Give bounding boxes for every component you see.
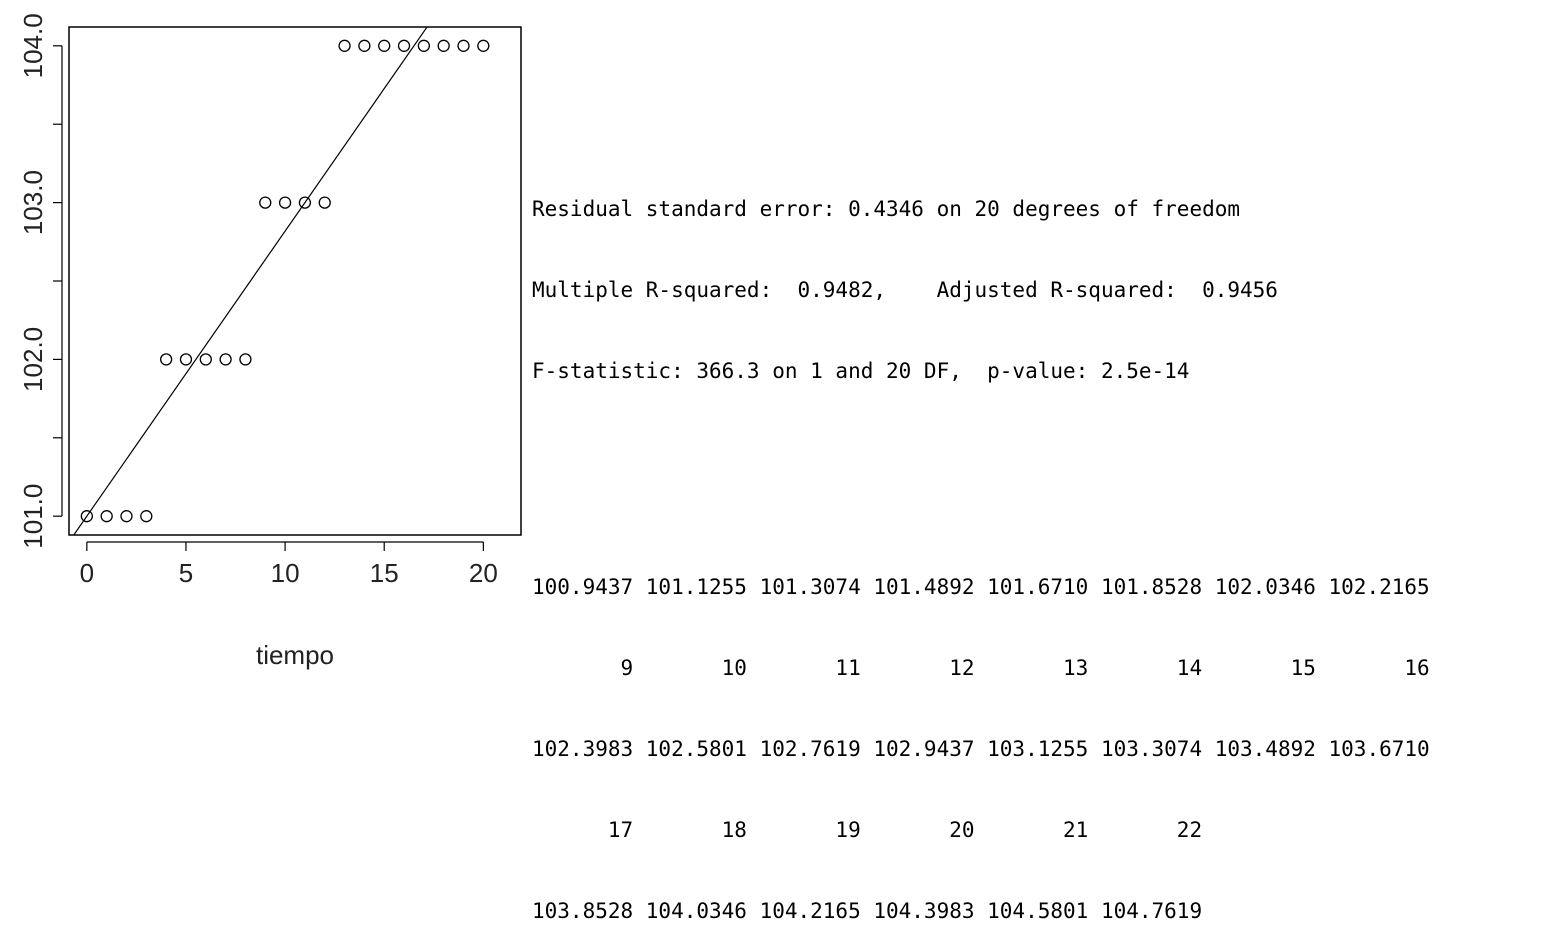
data-point (120, 510, 133, 523)
data-point (199, 353, 212, 366)
prediction-index-row: 9 10 11 12 13 14 15 16 (532, 656, 1430, 680)
data-point (437, 39, 450, 52)
plot-frame (68, 26, 522, 536)
scatter-plot: 0 5 10 15 20 101.0 102.0 103.0 104.0 tiempo (18, 13, 522, 670)
y-tick-label: 103.0 (18, 170, 48, 235)
summary-line-residual: Residual standard error: 0.4346 on 20 de… (532, 197, 1241, 221)
data-point (477, 39, 490, 52)
data-point (417, 39, 431, 52)
y-tick-label: 102.0 (18, 327, 48, 392)
data-point (397, 39, 411, 52)
data-point (259, 196, 272, 209)
x-axis-title: tiempo (256, 640, 334, 670)
data-point (219, 353, 232, 366)
data-point (338, 39, 351, 52)
data-point (80, 510, 93, 523)
summary-line-fstatistic: F-statistic: 366.3 on 1 and 20 DF, p-val… (532, 359, 1190, 383)
data-point (159, 353, 173, 366)
data-point (100, 510, 113, 523)
data-point (278, 196, 292, 209)
prediction-values-row: 103.8528 104.0346 104.2165 104.3983 104.… (532, 899, 1203, 923)
prediction-index-row: 17 18 19 20 21 22 (532, 818, 1203, 842)
x-tick-label: 0 (80, 558, 94, 588)
x-tick-label: 15 (370, 558, 399, 588)
data-point (358, 39, 371, 52)
data-point (140, 510, 153, 523)
data-point (318, 196, 331, 209)
data-point (239, 353, 252, 366)
data-point (457, 39, 470, 52)
x-tick-label: 5 (179, 558, 193, 588)
summary-line-rsquared: Multiple R-squared: 0.9482, Adjusted R-s… (532, 278, 1278, 302)
console-blank-gap (532, 439, 1430, 520)
data-point (378, 39, 391, 52)
regression-line (73, 27, 428, 535)
x-tick-label: 20 (469, 558, 498, 588)
y-tick-label: 101.0 (18, 484, 48, 549)
data-point (179, 353, 193, 366)
console-output: Residual standard error: 0.4346 on 20 de… (532, 142, 1430, 952)
x-tick-label: 10 (271, 558, 300, 588)
data-point (298, 196, 312, 209)
y-tick-label: 104.0 (18, 13, 48, 78)
prediction-values-row: 100.9437 101.1255 101.3074 101.4892 101.… (532, 575, 1430, 599)
prediction-values-row: 102.3983 102.5801 102.7619 102.9437 103.… (532, 737, 1430, 761)
